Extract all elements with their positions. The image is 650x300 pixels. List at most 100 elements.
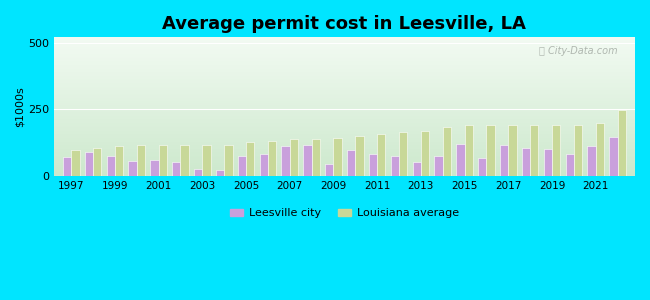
- Bar: [54, 175, 635, 176]
- Bar: [54, 110, 635, 111]
- Bar: [54, 90, 635, 91]
- Bar: [478, 158, 486, 176]
- Bar: [54, 66, 635, 67]
- Bar: [54, 60, 635, 61]
- Bar: [54, 85, 635, 86]
- Bar: [84, 152, 93, 176]
- Bar: [54, 133, 635, 134]
- Bar: [54, 156, 635, 157]
- Bar: [54, 67, 635, 68]
- Bar: [54, 154, 635, 155]
- Bar: [54, 129, 635, 130]
- Bar: [54, 119, 635, 120]
- Bar: [54, 47, 635, 48]
- Text: ⓘ City-Data.com: ⓘ City-Data.com: [539, 46, 618, 56]
- Bar: [421, 130, 429, 176]
- Bar: [54, 118, 635, 119]
- Bar: [54, 143, 635, 144]
- Bar: [54, 150, 635, 151]
- Bar: [54, 70, 635, 71]
- Bar: [54, 55, 635, 56]
- Bar: [54, 172, 635, 173]
- Bar: [54, 142, 635, 143]
- Bar: [54, 50, 635, 51]
- Bar: [54, 68, 635, 69]
- Bar: [54, 161, 635, 162]
- Bar: [54, 131, 635, 132]
- Legend: Leesville city, Louisiana average: Leesville city, Louisiana average: [226, 204, 463, 223]
- Bar: [54, 134, 635, 135]
- Bar: [54, 77, 635, 78]
- Bar: [54, 97, 635, 98]
- Bar: [93, 148, 101, 176]
- Bar: [486, 125, 495, 176]
- Bar: [54, 139, 635, 140]
- Bar: [54, 64, 635, 65]
- Bar: [159, 145, 167, 176]
- Bar: [136, 145, 145, 176]
- Bar: [54, 101, 635, 102]
- Bar: [325, 164, 333, 176]
- Bar: [54, 170, 635, 171]
- Bar: [595, 122, 604, 176]
- Bar: [54, 52, 635, 53]
- Bar: [465, 125, 473, 176]
- Bar: [522, 148, 530, 176]
- Bar: [54, 146, 635, 147]
- Bar: [54, 130, 635, 131]
- Bar: [54, 113, 635, 114]
- Y-axis label: $1000s: $1000s: [15, 86, 25, 127]
- Bar: [54, 122, 635, 123]
- Bar: [54, 37, 635, 38]
- Bar: [54, 136, 635, 137]
- Bar: [54, 91, 635, 92]
- Bar: [54, 89, 635, 90]
- Bar: [54, 38, 635, 39]
- Bar: [54, 128, 635, 129]
- Bar: [54, 155, 635, 156]
- Bar: [54, 99, 635, 100]
- Bar: [347, 151, 356, 176]
- Bar: [54, 88, 635, 89]
- Bar: [54, 54, 635, 55]
- Bar: [54, 162, 635, 163]
- Bar: [54, 152, 635, 153]
- Bar: [54, 83, 635, 84]
- Bar: [311, 139, 320, 176]
- Bar: [443, 127, 451, 176]
- Bar: [54, 163, 635, 164]
- Bar: [54, 165, 635, 166]
- Bar: [54, 102, 635, 103]
- Bar: [54, 144, 635, 145]
- Bar: [115, 146, 124, 176]
- Bar: [54, 71, 635, 72]
- Bar: [356, 136, 363, 176]
- Bar: [54, 132, 635, 133]
- Bar: [54, 114, 635, 115]
- Bar: [530, 125, 538, 176]
- Bar: [129, 161, 136, 176]
- Bar: [54, 76, 635, 77]
- Title: Average permit cost in Leesville, LA: Average permit cost in Leesville, LA: [162, 15, 526, 33]
- Bar: [54, 160, 635, 161]
- Bar: [54, 160, 635, 161]
- Bar: [618, 110, 626, 176]
- Bar: [54, 61, 635, 62]
- Bar: [54, 108, 635, 109]
- Bar: [194, 169, 202, 176]
- Bar: [54, 73, 635, 74]
- Bar: [54, 41, 635, 42]
- Bar: [181, 145, 188, 176]
- Bar: [54, 46, 635, 47]
- Bar: [54, 49, 635, 50]
- Bar: [54, 98, 635, 99]
- Bar: [224, 145, 233, 176]
- Bar: [54, 87, 635, 88]
- Bar: [500, 145, 508, 176]
- Bar: [54, 84, 635, 85]
- Bar: [54, 166, 635, 167]
- Bar: [609, 137, 618, 176]
- Bar: [456, 144, 465, 176]
- Bar: [172, 163, 181, 176]
- Bar: [566, 154, 574, 176]
